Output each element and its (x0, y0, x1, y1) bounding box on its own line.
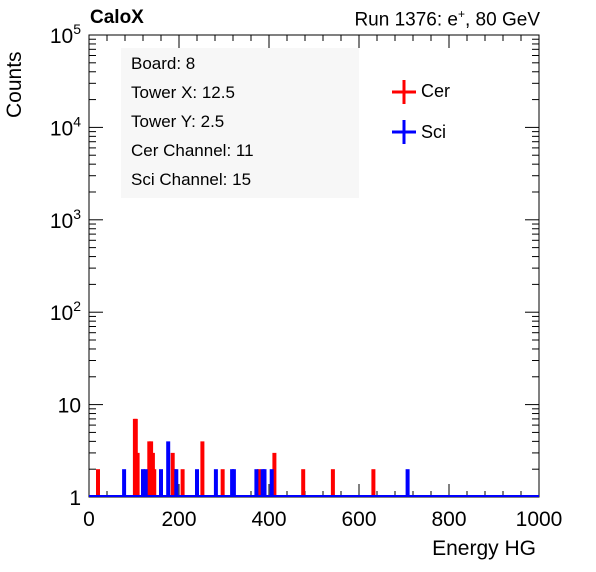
x-tick-label: 1000 (516, 508, 563, 531)
x-tick-label: 200 (161, 508, 196, 531)
y-tick-label: 104 (50, 113, 81, 140)
axis-ticks (88, 34, 540, 498)
info-line: Tower Y: 2.5 (131, 112, 225, 131)
tick-labels: 0 200 400 600 800 1000 1 10 102 103 104 105 (50, 21, 563, 531)
x-axis-title: Energy HG (432, 537, 536, 560)
info-box (121, 48, 359, 198)
data-bars (89, 418, 539, 497)
y-tick-label: 1 (69, 487, 81, 510)
info-line: Board: 8 (131, 54, 196, 73)
info-line: Cer Channel: 11 (131, 141, 254, 160)
y-tick-label: 10 (58, 395, 81, 418)
brand-label: CaloX (90, 7, 144, 28)
x-tick-label: 0 (83, 508, 95, 531)
run-energy: , 80 GeV (465, 9, 540, 31)
run-label: Run 1376: e+, 80 GeV (354, 7, 540, 31)
y-tick-label: 105 (50, 21, 81, 48)
info-line: Tower X: 12.5 (131, 83, 235, 102)
x-tick-label: 400 (251, 508, 286, 531)
run-text: Run 1376: e (354, 9, 458, 31)
y-tick-label: 102 (50, 298, 81, 325)
legend-markers (392, 80, 416, 144)
x-tick-label: 600 (341, 508, 376, 531)
y-axis-title: Counts (3, 51, 26, 118)
info-line: Sci Channel: 15 (131, 170, 252, 189)
run-charge: + (457, 7, 465, 21)
y-tick-label: 103 (50, 206, 81, 233)
legend-label-sci: Sci (421, 122, 447, 142)
legend-label-cer: Cer (421, 81, 451, 101)
x-tick-label: 800 (431, 508, 466, 531)
